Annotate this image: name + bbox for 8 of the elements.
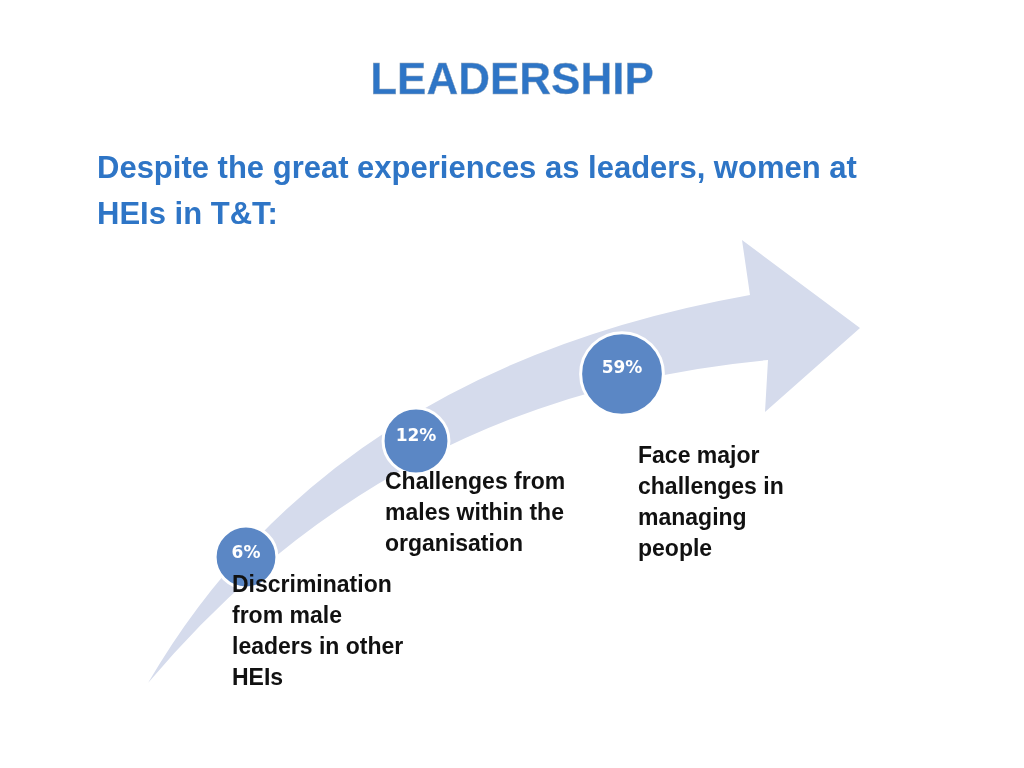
category-label: Discrimination from male leaders in other HEIs (232, 571, 404, 690)
data-label: 12% (395, 424, 437, 445)
text: Despite the great experiences as leaders, women at HEIs in T&T: (97, 150, 857, 231)
text: LEADERSHIP (370, 54, 654, 103)
data-label: 6% (231, 541, 261, 562)
category-label: Challenges from males within the organisation (385, 468, 566, 556)
category-label: Face major challenges in managing people (638, 442, 784, 561)
data-label: 59% (601, 356, 643, 377)
